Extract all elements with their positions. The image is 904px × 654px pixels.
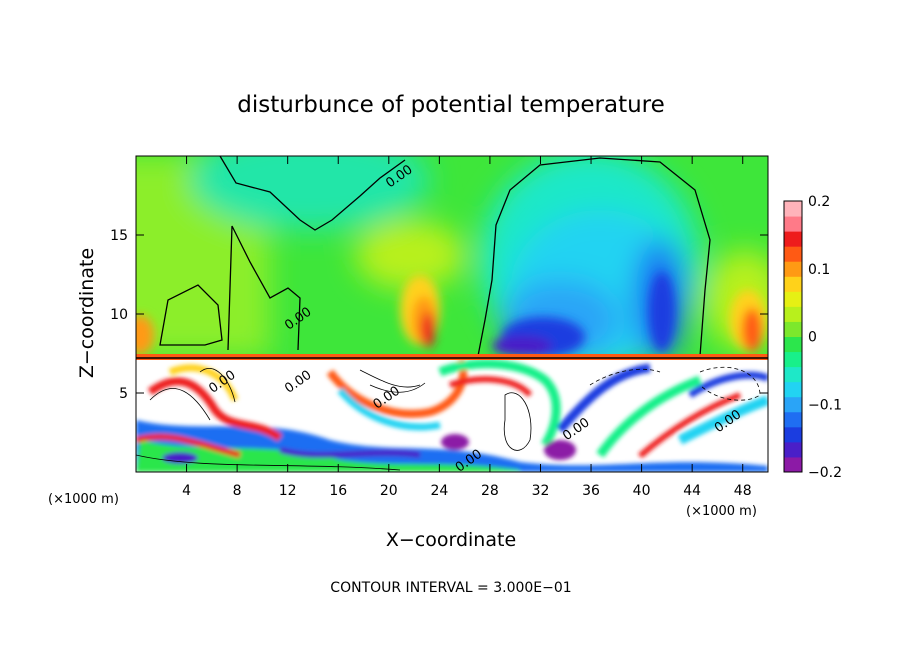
colorbar-swatch (784, 456, 802, 473)
x-ticks: 4 8 12 16 20 24 28 32 36 40 44 48 (182, 156, 752, 499)
interface-band (136, 354, 768, 360)
y-tick-label: 15 (110, 228, 128, 244)
colorbar-swatch (784, 291, 802, 307)
x-tick-label: 40 (633, 483, 651, 499)
colorbar-tick-label: 0 (808, 330, 817, 346)
y-tick-label: 5 (119, 386, 128, 402)
colorbar-swatch (784, 396, 802, 413)
y-ticks: 5 10 15 (110, 228, 768, 402)
colorbar-swatch (784, 321, 802, 337)
colorbar-swatch (784, 351, 802, 368)
x-tick-label: 8 (233, 483, 242, 499)
x-tick-label: 16 (329, 483, 347, 499)
colorbar-swatch (784, 201, 802, 217)
x-unit-label-left: (×1000 m) (48, 492, 119, 507)
x-tick-label: 32 (532, 483, 550, 499)
colorbar (783, 200, 803, 473)
x-tick-label: 12 (279, 483, 297, 499)
colorbar-swatch (784, 366, 802, 383)
colorbar-swatch (784, 261, 802, 277)
colorbar-swatch (784, 276, 802, 292)
colorbar-swatch (784, 231, 802, 247)
colorbar-ticks: 0.2 0.1 0 −0.1 −0.2 (808, 194, 842, 481)
x-tick-label: 48 (734, 483, 752, 499)
x-axis-label: X−coordinate (386, 529, 516, 551)
colorbar-swatch (784, 426, 802, 443)
zero-contour-upper (219, 156, 406, 231)
colorbar-swatch (784, 441, 802, 458)
plot-area (136, 156, 768, 472)
x-tick-label: 36 (582, 483, 600, 499)
colorbar-swatch (784, 411, 802, 428)
lower-contours (136, 366, 761, 471)
zero-contour-left-blob (159, 284, 223, 346)
colorbar-swatch (784, 336, 802, 353)
x-tick-label: 20 (380, 483, 398, 499)
y-tick-label: 10 (110, 307, 128, 323)
x-tick-label: 44 (683, 483, 701, 499)
colorbar-tick-label: 0.2 (808, 194, 830, 210)
colorbar-tick-label: −0.2 (808, 465, 842, 481)
zero-contour-dome (477, 157, 711, 357)
colorbar-swatch (784, 216, 802, 232)
x-tick-label: 28 (481, 483, 499, 499)
y-axis-label: Z−coordinate (76, 248, 98, 378)
x-tick-label: 4 (182, 483, 191, 499)
colorbar-tick-label: 0.1 (808, 262, 830, 278)
colorbar-tick-label: −0.1 (808, 397, 842, 413)
colorbar-swatch (784, 306, 802, 322)
colorbar-swatch (784, 246, 802, 262)
zero-contour-spike (227, 225, 301, 351)
lower-field-turbulent (136, 358, 768, 472)
colorbar-swatch (784, 381, 802, 398)
upper-field-detail (136, 272, 766, 357)
x-unit-label-right: (×1000 m) (686, 504, 757, 519)
x-tick-label: 24 (430, 483, 448, 499)
colorbar-frame (783, 200, 803, 473)
chart-title: disturbunce of potential temperature (237, 92, 665, 118)
contour-interval-note: CONTOUR INTERVAL = 3.000E−01 (330, 580, 571, 596)
